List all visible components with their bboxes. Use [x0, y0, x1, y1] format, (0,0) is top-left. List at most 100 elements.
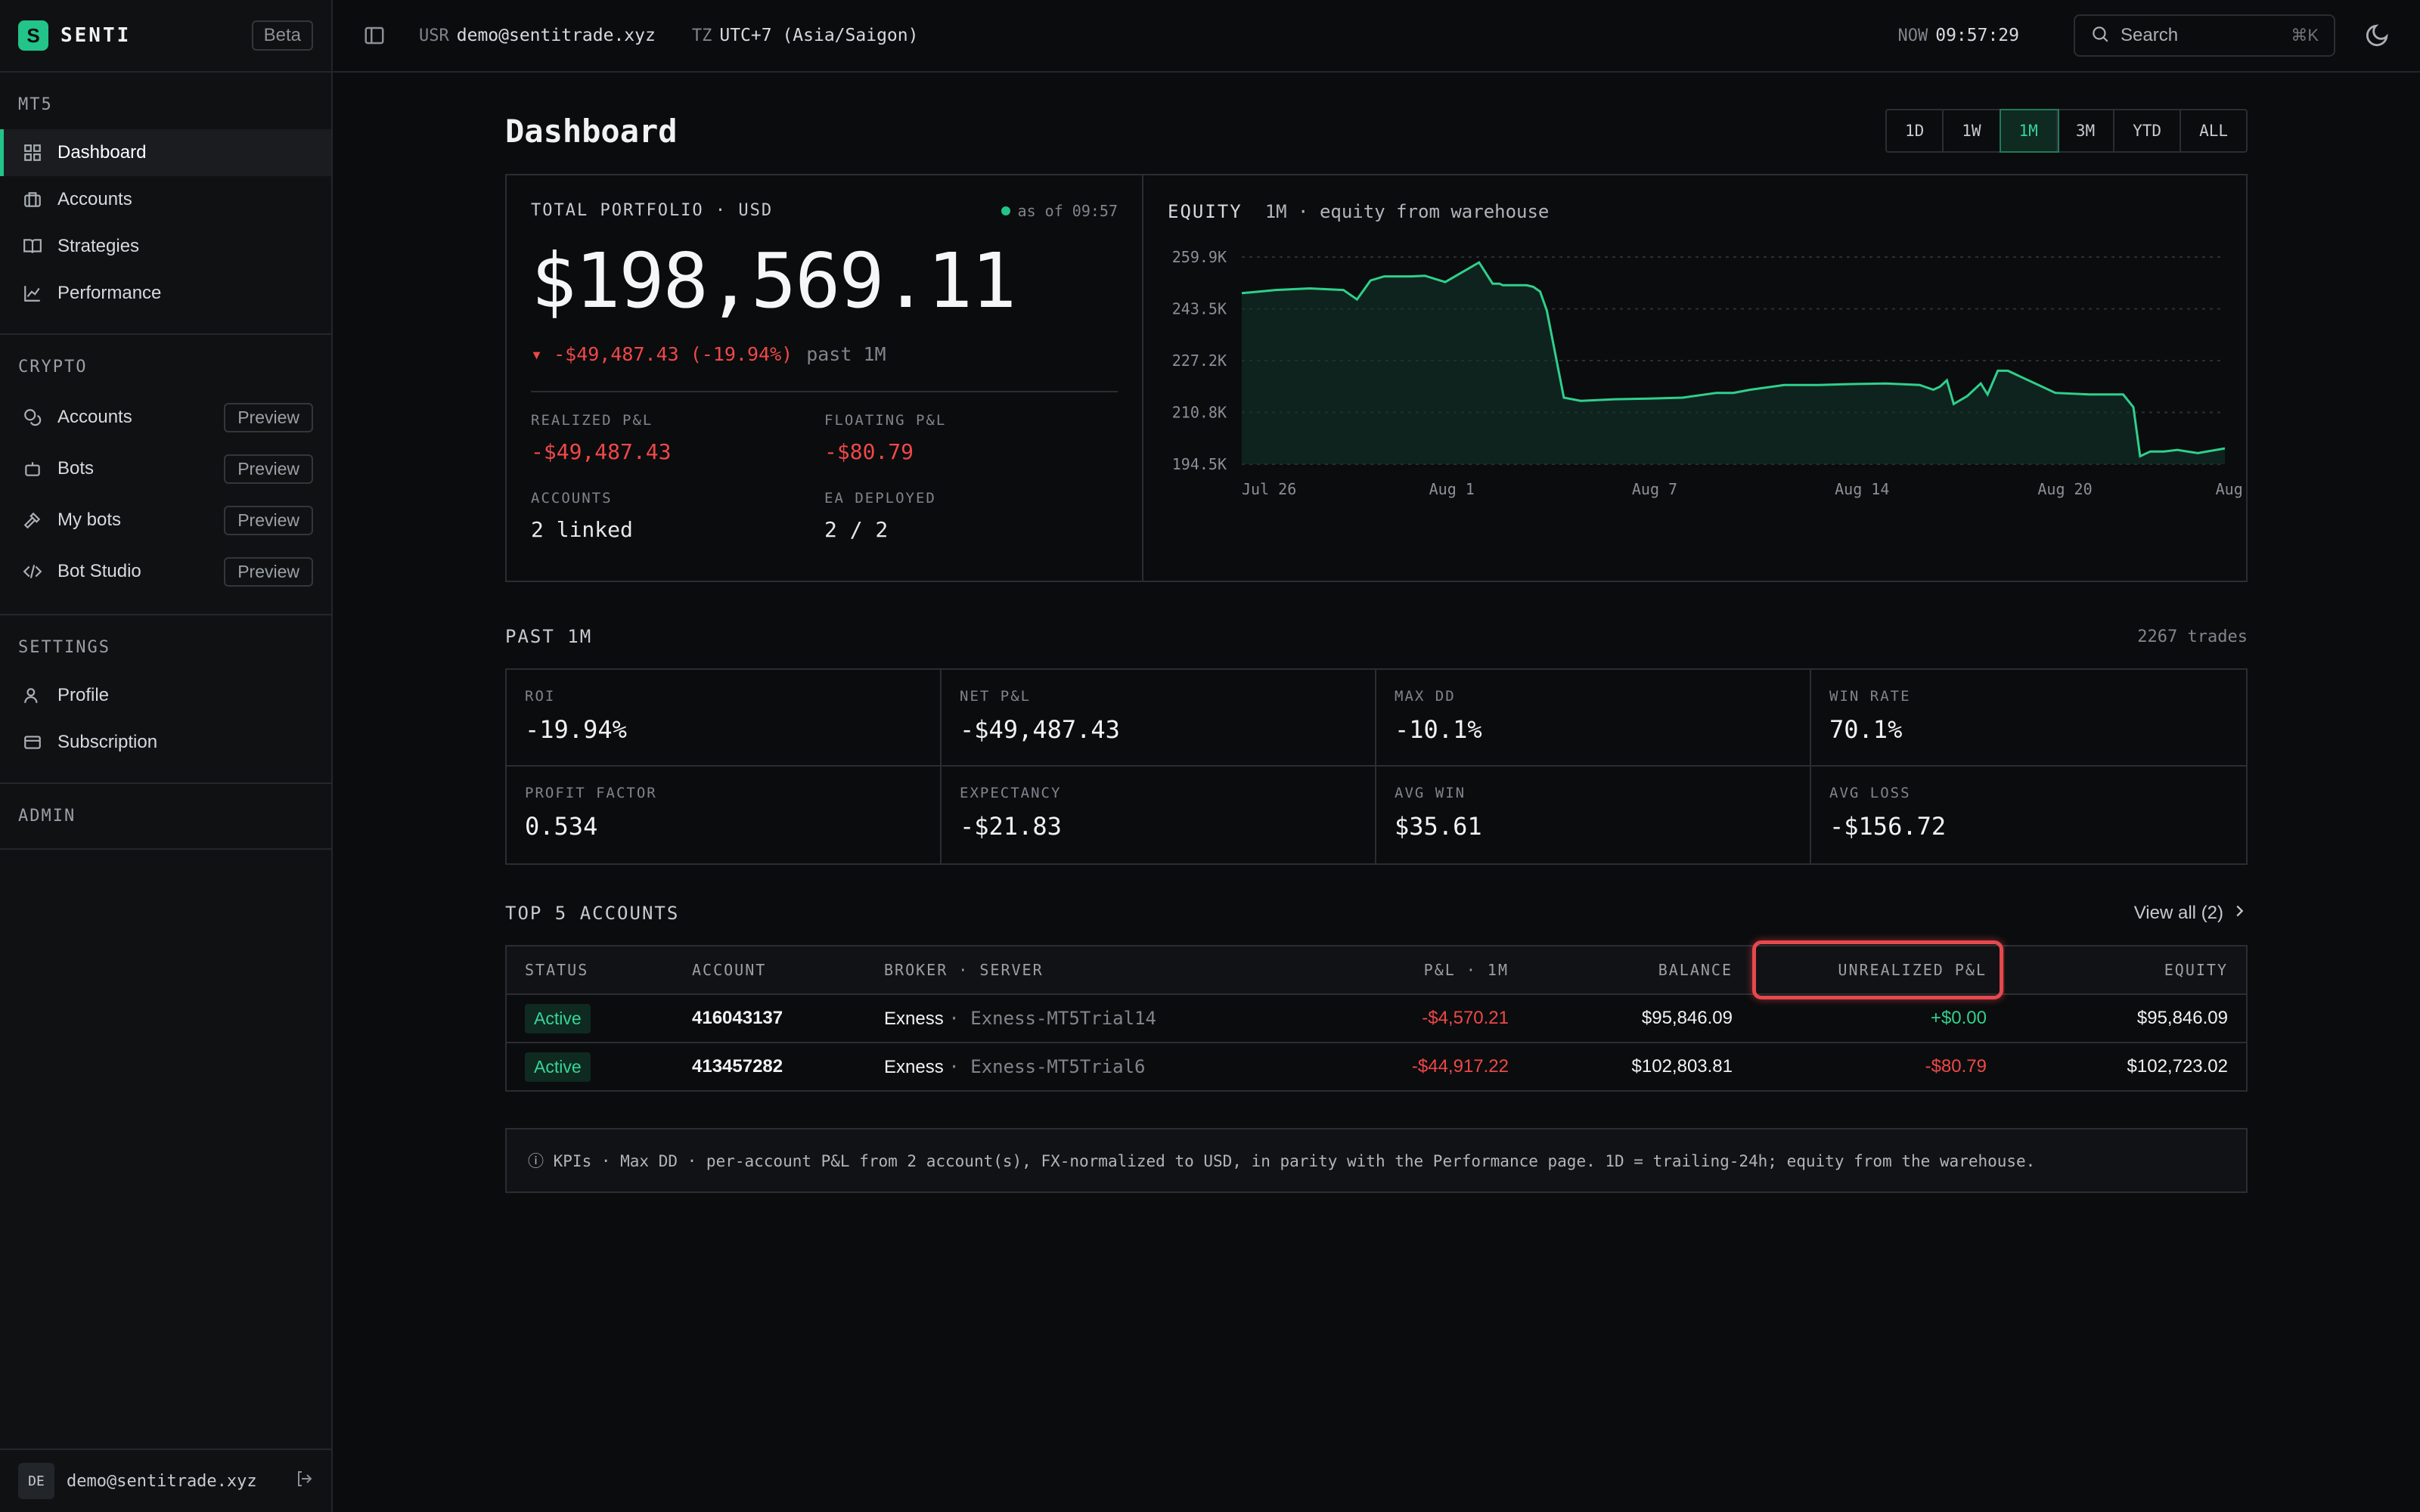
- sidebar-item-label: Accounts: [57, 407, 132, 427]
- sidebar-item-bots[interactable]: Bots Preview: [0, 443, 331, 494]
- user-email: demo@sentitrade.xyz: [67, 1471, 257, 1491]
- sidebar-item-label: Bot Studio: [57, 561, 141, 581]
- avatar[interactable]: DE: [18, 1463, 54, 1499]
- info-note: ⓘ KPIs · Max DD · per-account P&L from 2…: [505, 1128, 2248, 1193]
- change-period: past 1M: [806, 343, 886, 365]
- book-icon: [23, 237, 42, 256]
- unrealized-value: +$0.00: [1751, 994, 2005, 1043]
- range-all-button[interactable]: ALL: [2199, 122, 2228, 140]
- tz-value: UTC+7 (Asia/Saigon): [719, 26, 919, 45]
- sidebar-item-crypto-accounts[interactable]: Accounts Preview: [0, 392, 331, 443]
- chevron-right-icon: [2231, 903, 2248, 925]
- sidebar-toggle-icon[interactable]: [363, 24, 386, 47]
- balance-value: $102,803.81: [1631, 1056, 1733, 1077]
- col-pnl[interactable]: P&L · 1M: [1244, 946, 1527, 995]
- hero-panel: TOTAL PORTFOLIO · USD as of 09:57 $198,5…: [505, 174, 2248, 582]
- beta-badge: Beta: [251, 20, 313, 51]
- y-tick-label: 210.8K: [1172, 404, 1227, 422]
- col-balance[interactable]: BALANCE: [1527, 946, 1751, 995]
- search-input[interactable]: Search ⌘K: [2074, 14, 2335, 57]
- sidebar-item-label: Profile: [57, 685, 110, 705]
- column-highlight: [1752, 940, 2003, 999]
- sidebar-item-subscription[interactable]: Subscription: [0, 719, 331, 766]
- sidebar-item-strategies[interactable]: Strategies: [0, 223, 331, 270]
- x-tick-label: Aug 7: [1632, 480, 1677, 498]
- table-row[interactable]: Active 413457282 Exness · Exness-MT5Tria…: [506, 1043, 2247, 1091]
- preview-badge: Preview: [224, 556, 313, 587]
- sidebar-item-dashboard[interactable]: Dashboard: [0, 129, 331, 176]
- col-status[interactable]: STATUS: [506, 946, 674, 995]
- preview-badge: Preview: [224, 505, 313, 535]
- accounts-table: STATUS ACCOUNT BROKER · SERVER P&L · 1M …: [505, 940, 2248, 1092]
- kpi-expectancy: EXPECTANCY -$21.83: [942, 767, 1376, 863]
- range-1m-button[interactable]: 1M: [1999, 109, 2059, 153]
- chart-title: EQUITY: [1168, 201, 1243, 222]
- code-icon: [23, 562, 42, 581]
- kpi-avg-win: AVG WIN $35.61: [1376, 767, 1811, 863]
- status-badge: Active: [525, 1052, 591, 1082]
- sidebar-item-profile[interactable]: Profile: [0, 672, 331, 719]
- pnl-value: -$4,570.21: [1244, 994, 1527, 1043]
- equity-line: [1241, 261, 2226, 458]
- kpi-net-pnl: NET P&L -$49,487.43: [942, 670, 1376, 767]
- kpi-profit-factor: PROFIT FACTOR 0.534: [507, 767, 942, 863]
- range-1d-button[interactable]: 1D: [1887, 110, 1944, 151]
- asof-status: as of 09:57: [1001, 202, 1118, 220]
- preview-badge: Preview: [224, 454, 313, 484]
- range-3m-button[interactable]: 3M: [2058, 110, 2115, 151]
- sidebar-item-my-bots[interactable]: My bots Preview: [0, 494, 331, 546]
- col-broker-server[interactable]: BROKER · SERVER: [866, 946, 1244, 995]
- x-tick-label: Aug 26: [2216, 480, 2248, 498]
- col-unrealized-pnl[interactable]: UNREALIZED P&L: [1751, 940, 2005, 999]
- equity-chart: 259.9K 243.5K 227.2K 210.8K 194.5K Jul 26 Aug …: [1172, 248, 2248, 498]
- sidebar-item-bot-studio[interactable]: Bot Studio Preview: [0, 546, 331, 597]
- broker-server: Exness · Exness-MT5Trial14: [866, 994, 1244, 1043]
- equity-value: $95,846.09: [2005, 994, 2247, 1043]
- account-number: 413457282: [692, 1056, 783, 1077]
- realized-pnl-stat: REALIZED P&L -$49,487.43: [531, 412, 672, 464]
- sidebar-item-accounts[interactable]: Accounts: [0, 176, 331, 223]
- kpi-win-rate: WIN RATE 70.1%: [1811, 670, 2246, 767]
- sidebar-item-label: Strategies: [57, 236, 140, 256]
- view-all-link[interactable]: View all (2): [2134, 903, 2248, 925]
- sidebar-item-performance[interactable]: Performance: [0, 270, 331, 317]
- range-1w-button[interactable]: 1W: [1944, 110, 2001, 151]
- divider: [531, 391, 1118, 392]
- moon-icon[interactable]: [2364, 23, 2390, 48]
- section-title-crypto: CRYPTO: [18, 358, 88, 376]
- broker-server: Exness · Exness-MT5Trial6: [884, 1055, 1146, 1077]
- brand-name[interactable]: SENTI: [60, 24, 132, 47]
- page-header: Dashboard 1D 1W 1M 3M YTD ALL: [505, 109, 2248, 153]
- y-tick-label: 243.5K: [1172, 300, 1227, 318]
- logo-row: S SENTI Beta: [0, 0, 331, 73]
- kpi-section-header: PAST 1M 2267 trades: [505, 621, 2248, 652]
- content: Dashboard 1D 1W 1M 3M YTD ALL TOTAL PORT…: [333, 73, 2420, 1193]
- y-tick-label: 194.5K: [1172, 455, 1227, 473]
- topbar: USR demo@sentitrade.xyz TZ UTC+7 (Asia/S…: [333, 0, 2420, 73]
- kpi-avg-loss: AVG LOSS -$156.72: [1829, 785, 1947, 841]
- section-title-admin: ADMIN: [18, 807, 76, 826]
- briefcase-icon: [23, 190, 42, 209]
- col-account[interactable]: ACCOUNT: [674, 946, 866, 995]
- tz-label: TZ: [691, 26, 712, 45]
- unrealized-value: -$80.79: [1925, 1056, 1987, 1077]
- hammer-icon: [23, 510, 42, 530]
- page-title: Dashboard: [505, 112, 678, 150]
- usr-value: demo@sentitrade.xyz: [456, 26, 656, 45]
- grid-icon: [23, 143, 42, 163]
- portfolio-value: $198,569.11: [531, 237, 1016, 325]
- sidebar-item-label: Bots: [57, 458, 95, 479]
- x-tick-label: Aug 20: [2037, 480, 2092, 498]
- bot-icon: [23, 459, 42, 479]
- user-icon: [23, 686, 42, 705]
- search-placeholder: Search: [2121, 25, 2179, 45]
- logout-icon[interactable]: [295, 1470, 313, 1492]
- usr-label: USR: [419, 26, 449, 45]
- logo-icon[interactable]: S: [18, 20, 48, 51]
- table-row[interactable]: Active 416043137 Exness · Exness-MT5Tria…: [506, 994, 2247, 1043]
- col-equity[interactable]: EQUITY: [2005, 946, 2247, 995]
- preview-badge: Preview: [224, 402, 313, 432]
- x-tick-label: Aug 14: [1835, 480, 1889, 498]
- range-ytd-button[interactable]: YTD: [2114, 110, 2182, 151]
- crypto-section: CRYPTO Accounts Preview Bots Preview My …: [0, 335, 331, 615]
